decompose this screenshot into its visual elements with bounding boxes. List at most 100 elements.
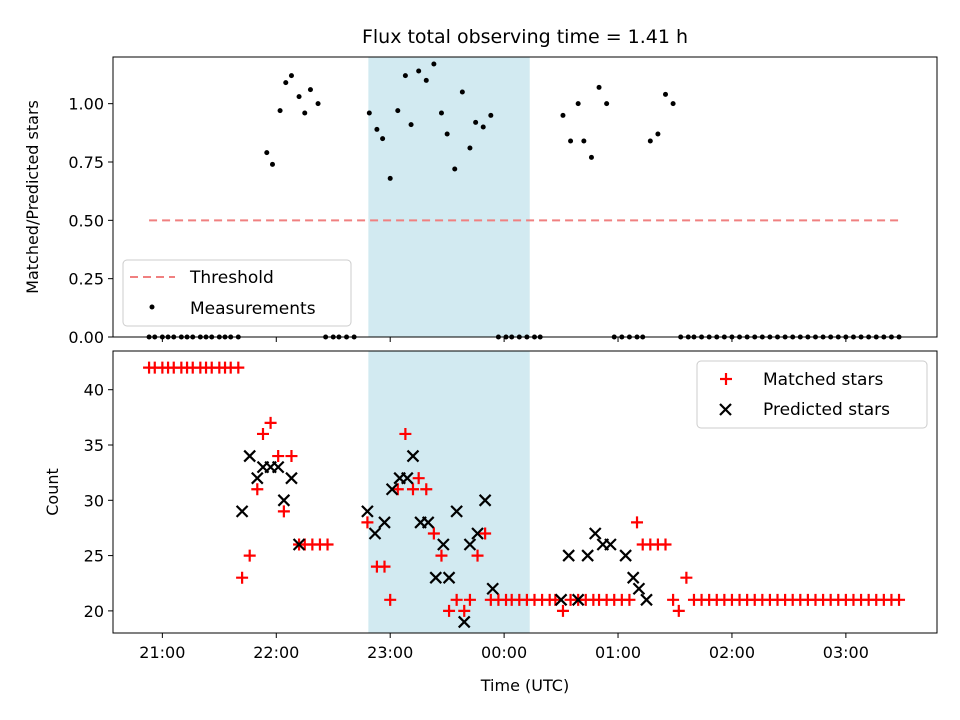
- measurement-point: [452, 166, 458, 172]
- predicted-stars-marker: [554, 593, 568, 607]
- ratio-y-tick-label: 0.00: [68, 328, 104, 347]
- measurement-point: [374, 126, 380, 132]
- measurement-point: [416, 68, 422, 74]
- matched-stars-marker: [232, 361, 245, 374]
- matched-stars-marker: [556, 604, 569, 617]
- predicted-stars-marker: [378, 516, 391, 529]
- matched-stars-marker: [458, 604, 471, 617]
- predicted-stars-marker: [571, 593, 585, 607]
- predicted-stars-marker: [277, 494, 291, 507]
- matched-stars-marker: [463, 593, 476, 606]
- count-panel-shading: [368, 351, 530, 633]
- measurement-point: [647, 138, 653, 144]
- measurement-point: [480, 124, 486, 130]
- matched-stars-marker: [384, 593, 397, 606]
- matched-stars-marker: [391, 483, 404, 496]
- legend-matched-label: Matched stars: [763, 370, 883, 390]
- measurement-point: [380, 136, 386, 142]
- matched-stars-marker: [443, 604, 456, 617]
- predicted-stars-marker: [437, 538, 450, 551]
- ratio-y-tick-label: 0.50: [68, 211, 104, 230]
- predicted-stars-marker: [619, 549, 632, 562]
- predicted-stars-marker: [243, 449, 256, 463]
- matched-stars-marker: [361, 516, 374, 529]
- ratio-y-tick-label: 0.75: [68, 153, 104, 172]
- ratio-panel-frame: [112, 56, 938, 338]
- measurement-point: [581, 138, 587, 144]
- measurement-point: [269, 161, 275, 167]
- matched-stars-marker: [659, 538, 672, 551]
- measurement-point: [560, 112, 566, 118]
- x-tick-label: 00:00: [481, 643, 527, 662]
- measurement-point: [473, 119, 479, 125]
- x-axis-label: Time (UTC): [480, 676, 569, 695]
- count-panel-frame: [112, 350, 938, 634]
- measurement-point: [604, 101, 610, 107]
- x-tick-label: 22:00: [253, 643, 299, 662]
- measurement-point: [283, 80, 289, 86]
- legend-predicted-swatch: [719, 403, 732, 416]
- count-legend: Matched stars Predicted stars: [696, 360, 928, 429]
- matched-stars-marker: [378, 560, 391, 573]
- count-y-tick-label: 20: [84, 602, 104, 621]
- matched-stars-marker: [285, 450, 298, 463]
- x-tick-label: 23:00: [367, 643, 413, 662]
- matched-stars-marker: [667, 593, 680, 606]
- predicted-stars-marker: [471, 527, 484, 540]
- measurement-point: [402, 73, 408, 79]
- predicted-stars-marker: [463, 538, 477, 551]
- measurement-point: [655, 131, 661, 137]
- matched-stars-marker: [623, 593, 636, 606]
- matched-stars-marker: [277, 505, 290, 518]
- matched-stars-marker: [243, 549, 256, 562]
- matched-stars-marker: [399, 427, 412, 440]
- ratio-panel: 0.00 0.25 0.50 0.75 1.00 Matched/Predicted s…: [23, 56, 938, 347]
- ratio-panel-shading: [368, 57, 530, 337]
- legend-matched-swatch: [720, 373, 732, 385]
- predicted-stars-marker: [368, 527, 382, 540]
- measurement-point: [568, 138, 574, 144]
- measurement-point: [264, 150, 270, 156]
- predicted-stars-marker: [588, 527, 602, 540]
- predicted-stars-marker: [285, 471, 298, 485]
- measurement-point: [588, 154, 594, 160]
- predicted-stars-marker: [235, 505, 249, 518]
- matched-stars-marker: [264, 416, 277, 429]
- matched-stars-marker: [420, 483, 433, 496]
- matched-stars-marker: [450, 593, 463, 606]
- legend-measurements-swatch: [149, 304, 155, 310]
- matched-stars-marker: [412, 472, 425, 485]
- matched-stars-marker: [236, 571, 249, 584]
- matched-stars-marker: [406, 483, 419, 496]
- matched-stars-marker: [672, 604, 685, 617]
- measurement-point: [296, 94, 302, 100]
- measurement-point: [662, 91, 668, 97]
- chart-title: Flux total observing time = 1.41 h: [362, 26, 688, 48]
- measurement-point: [596, 84, 602, 90]
- predicted-stars-marker: [632, 582, 646, 596]
- measurement-point: [307, 87, 313, 93]
- predicted-stars-marker: [486, 582, 500, 596]
- predicted-stars-marker: [401, 471, 414, 485]
- matched-stars-marker: [321, 538, 334, 551]
- matched-stars-marker: [631, 516, 644, 529]
- ratio-legend: Threshold Measurements: [122, 259, 352, 327]
- measurement-point: [408, 122, 414, 128]
- predicted-stars-marker: [271, 460, 285, 474]
- predicted-stars-marker: [361, 505, 374, 518]
- measurement-point: [302, 110, 308, 116]
- legend-predicted-label: Predicted stars: [763, 400, 890, 420]
- legend-measurements-label: Measurements: [190, 299, 316, 319]
- measurement-point: [288, 73, 294, 79]
- measurement-point: [423, 77, 429, 83]
- legend-threshold-label: Threshold: [189, 268, 274, 288]
- matched-stars-marker: [549, 593, 562, 606]
- matched-stars-marker: [272, 450, 285, 463]
- measurement-point: [277, 108, 283, 114]
- predicted-stars-marker: [457, 615, 471, 629]
- x-tick-label: 03:00: [823, 643, 869, 662]
- predicted-stars-marker: [442, 571, 456, 584]
- matched-stars-marker: [435, 549, 448, 562]
- predicted-stars-marker: [421, 516, 435, 529]
- predicted-stars-marker: [429, 571, 443, 584]
